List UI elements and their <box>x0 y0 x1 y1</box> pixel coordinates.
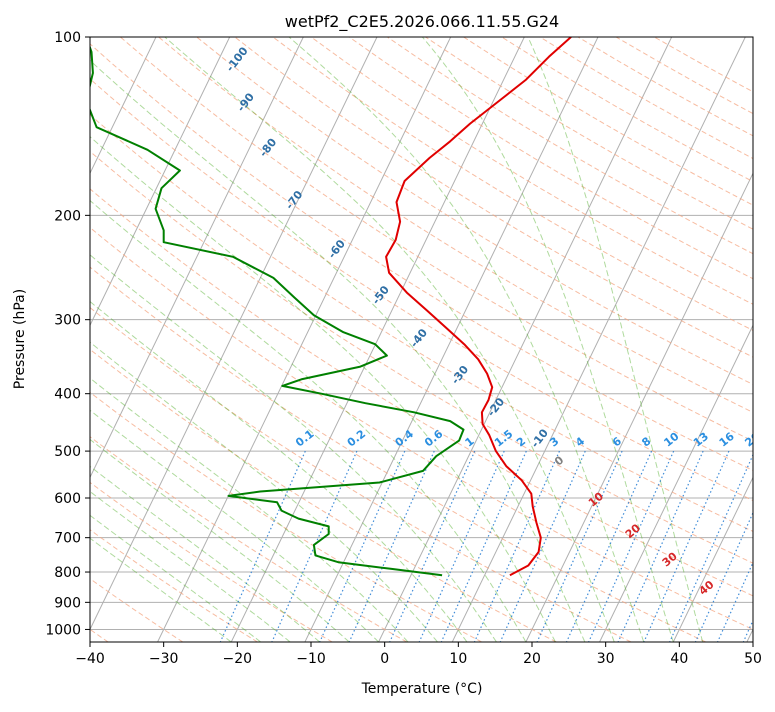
y-tick-label: 700 <box>54 531 81 547</box>
x-tick-label: 0 <box>380 651 389 667</box>
y-tick-label: 100 <box>54 30 81 46</box>
y-tick-label: 600 <box>54 491 81 507</box>
y-tick-label: 200 <box>54 208 81 224</box>
x-tick-label: 40 <box>670 651 688 667</box>
x-tick-label: 30 <box>597 651 615 667</box>
x-tick-label: −40 <box>75 651 105 667</box>
x-tick-label: 20 <box>523 651 541 667</box>
y-axis-label: Pressure (hPa) <box>12 289 28 389</box>
x-tick-label: −20 <box>223 651 253 667</box>
y-tick-label: 900 <box>54 595 81 611</box>
y-tick-label: 400 <box>54 387 81 403</box>
y-tick-label: 800 <box>54 565 81 581</box>
y-tick-label: 500 <box>54 444 81 460</box>
x-tick-label: −10 <box>296 651 326 667</box>
x-tick-label: 10 <box>449 651 467 667</box>
y-tick-label: 1000 <box>45 622 81 638</box>
x-axis-label: Temperature (°C) <box>361 681 483 697</box>
chart-title: wetPf2_C2E5.2026.066.11.55.G24 <box>285 12 559 32</box>
x-tick-label: 50 <box>744 651 762 667</box>
y-tick-label: 300 <box>54 313 81 329</box>
x-tick-label: −30 <box>149 651 179 667</box>
